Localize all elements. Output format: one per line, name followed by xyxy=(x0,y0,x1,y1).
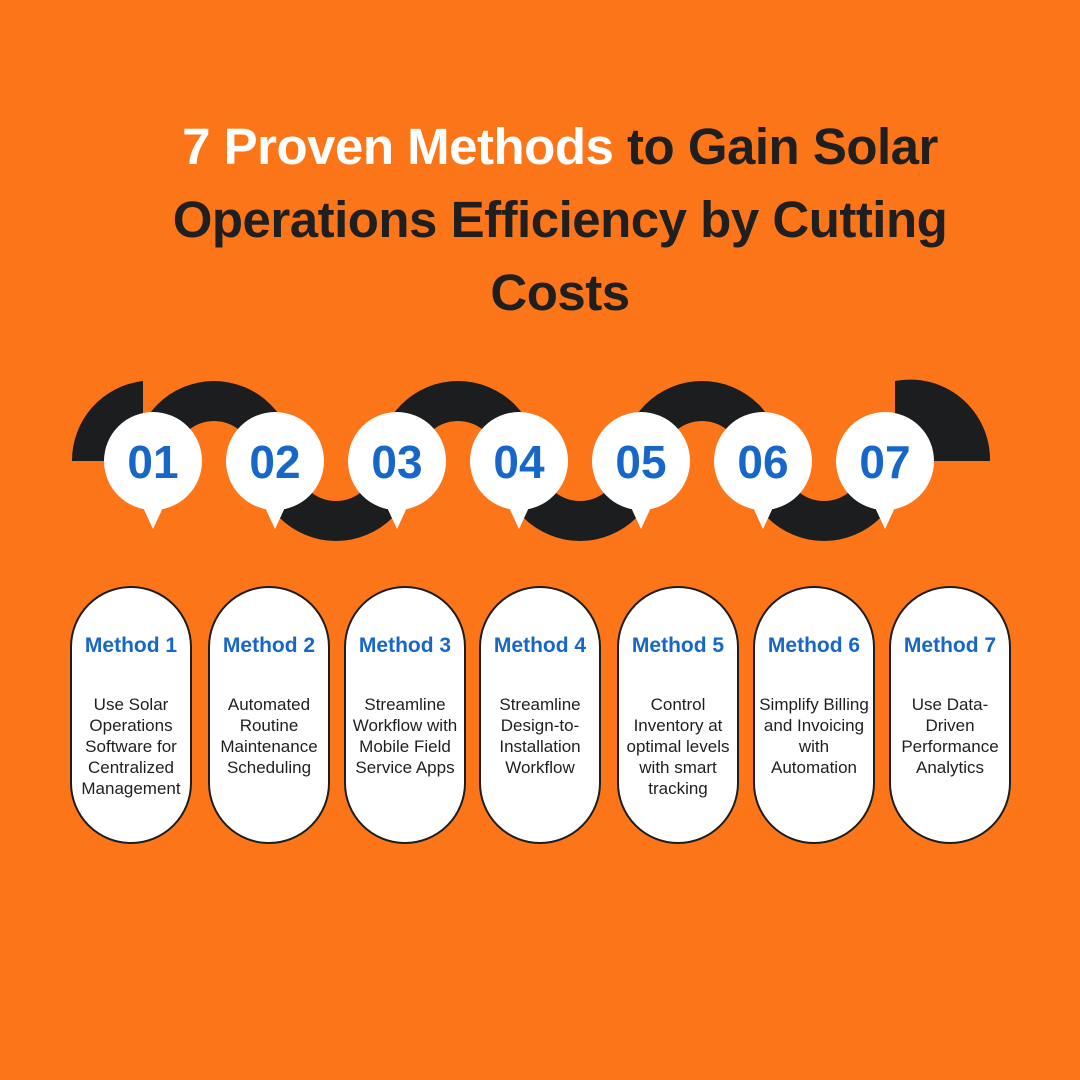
pin-circle xyxy=(348,412,446,510)
method-title: Method 1 xyxy=(84,634,178,657)
track-cap-right xyxy=(895,379,991,461)
pin-circle xyxy=(470,412,568,510)
title-rest: to Gain Solar Operations Efficiency by C… xyxy=(172,118,948,321)
method-description: Streamline Workflow with Mobile Field Se… xyxy=(352,695,458,777)
method-card: Method 5 Control Inventory at optimal lev… xyxy=(617,586,739,844)
pin-circle xyxy=(104,412,202,510)
step-pin-06: 06 xyxy=(714,412,812,529)
title-highlight: 7 Proven Methods xyxy=(182,118,614,175)
step-number: 04 xyxy=(493,436,545,488)
method-description: Simplify Billing and Invoicing with Auto… xyxy=(759,695,869,777)
pin-circle xyxy=(592,412,690,510)
step-pin-02: 02 xyxy=(226,412,324,529)
method-description: Use Solar Operations Software for Centra… xyxy=(81,695,181,798)
method-title: Method 3 xyxy=(358,634,452,657)
step-pin-05: 05 xyxy=(592,412,690,529)
step-pin-04: 04 xyxy=(470,412,568,529)
step-pin-07: 07 xyxy=(836,412,934,529)
method-description: Automated Routine Maintenance Scheduling xyxy=(220,695,318,777)
step-number: 06 xyxy=(737,436,788,488)
method-card: Method 4 Streamline Design-to-Installatio… xyxy=(479,586,601,844)
step-number: 03 xyxy=(371,436,422,488)
method-card: Method 7 Use Data-Driven Performance Anal… xyxy=(889,586,1011,844)
method-description: Control Inventory at optimal levels with… xyxy=(626,695,730,798)
method-description: Use Data-Driven Performance Analytics xyxy=(901,695,999,777)
method-card: Method 2 Automated Routine Maintenance Sc… xyxy=(208,586,330,844)
track-cap-left xyxy=(71,381,143,461)
step-track: 01 02 03 04 05 06 07 xyxy=(71,379,991,541)
step-number: 07 xyxy=(859,436,910,488)
page-title: 7 Proven Methods to Gain Solar Operation… xyxy=(130,110,990,329)
pin-circle xyxy=(836,412,934,510)
step-pin-01: 01 xyxy=(104,412,202,529)
method-title: Method 5 xyxy=(631,634,725,657)
step-number: 02 xyxy=(249,436,300,488)
method-title: Method 2 xyxy=(222,634,316,657)
step-pin-03: 03 xyxy=(348,412,446,529)
step-number: 01 xyxy=(127,436,178,488)
method-title: Method 4 xyxy=(493,634,587,657)
pin-circle xyxy=(714,412,812,510)
step-number: 05 xyxy=(615,436,666,488)
method-card: Method 6 Simplify Billing and Invoicing w… xyxy=(753,586,875,844)
method-description: Streamline Design-to-Installation Workfl… xyxy=(499,695,581,777)
method-card: Method 1 Use Solar Operations Software fo… xyxy=(70,586,192,844)
method-card: Method 3 Streamline Workflow with Mobile … xyxy=(344,586,466,844)
pin-circle xyxy=(226,412,324,510)
method-title: Method 6 xyxy=(767,634,861,657)
method-title: Method 7 xyxy=(903,634,997,657)
